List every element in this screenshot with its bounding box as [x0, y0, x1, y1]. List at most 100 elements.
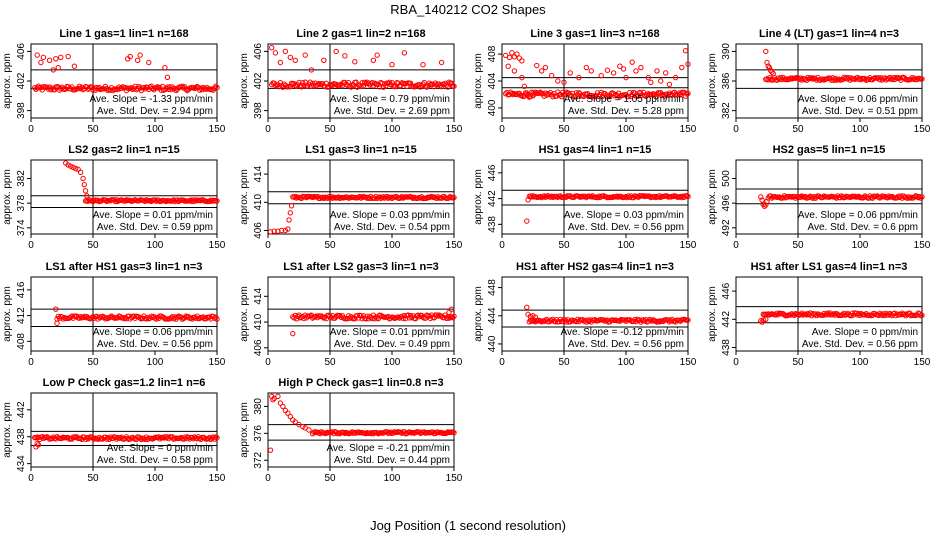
data-point	[641, 318, 648, 324]
panel-title: HS1 after HS2 gas=4 lin=1 n=3	[516, 261, 674, 273]
x-tick-label: 0	[499, 124, 505, 135]
data-point	[285, 226, 291, 232]
data-point	[388, 315, 394, 321]
data-point	[60, 316, 66, 322]
data-point	[416, 314, 422, 320]
data-point	[34, 52, 40, 58]
data-point	[34, 440, 40, 447]
data-point	[72, 165, 79, 172]
panel-4: Line 4 (LT) gas=1 lin=4 n=3 approx. ppm 0 5…	[707, 28, 931, 135]
data-point	[35, 442, 42, 448]
stats-annotation: Ave. Std. Dev. = 0.51 ppm	[802, 106, 918, 117]
y-axis-label: approx. ppm	[2, 53, 13, 109]
x-tick-label: 50	[558, 357, 570, 368]
data-point	[90, 314, 96, 320]
data-point	[189, 434, 195, 441]
data-point	[638, 64, 644, 71]
data-point	[450, 315, 456, 321]
data-point	[629, 59, 635, 65]
data-point	[834, 311, 841, 318]
y-tick-label: 438	[721, 339, 732, 356]
x-tick-label: 100	[384, 124, 401, 135]
x-tick-label: 150	[914, 124, 931, 135]
data-point	[46, 57, 53, 63]
plot-frame	[501, 159, 689, 235]
x-tick-label: 0	[28, 357, 34, 368]
data-point	[369, 430, 375, 436]
data-point	[340, 429, 347, 436]
data-point	[524, 90, 530, 96]
y-tick-label: 402	[253, 72, 264, 89]
y-tick-label: 406	[253, 339, 264, 356]
data-point	[58, 54, 64, 61]
data-point	[277, 400, 284, 406]
data-point	[764, 198, 770, 205]
data-point	[77, 314, 84, 320]
data-point	[808, 75, 815, 81]
data-point	[386, 430, 393, 436]
data-point	[287, 54, 294, 61]
panel-2: Line 2 gas=1 lin=2 n=168 approx. ppm 0 50 10…	[239, 28, 463, 135]
data-point	[563, 89, 570, 95]
data-point	[529, 194, 535, 200]
data-point	[791, 193, 797, 200]
panel-title: Line 3 gas=1 lin=3 n=168	[530, 28, 659, 40]
stats-annotation: Ave. Std. Dev. = 0.6 ppm	[807, 222, 918, 233]
stats-annotation: Ave. Slope = 0.79 ppm/min	[330, 94, 450, 105]
y-tick-label: 500	[721, 170, 732, 187]
y-axis-label: approx. ppm	[707, 286, 718, 342]
data-point	[612, 93, 618, 99]
x-tick-label: 50	[792, 357, 804, 368]
data-point	[86, 435, 92, 441]
data-point	[90, 435, 96, 441]
x-tick-label: 150	[209, 240, 226, 251]
data-point	[534, 62, 540, 69]
data-point	[421, 429, 427, 435]
data-point	[316, 80, 322, 87]
data-point	[214, 316, 220, 322]
data-point	[405, 312, 411, 318]
data-point	[586, 93, 592, 100]
y-axis-label: approx. ppm	[473, 169, 484, 225]
data-point	[433, 312, 440, 318]
x-tick-label: 100	[852, 240, 869, 251]
data-point	[524, 218, 530, 224]
data-point	[211, 315, 218, 321]
x-tick-label: 150	[209, 124, 226, 135]
data-point	[685, 317, 691, 323]
y-tick-label: 404	[487, 72, 498, 89]
data-point	[831, 311, 837, 317]
data-point	[352, 59, 358, 65]
data-point	[885, 312, 892, 318]
data-point	[763, 316, 769, 322]
data-point	[400, 315, 406, 321]
data-point	[53, 56, 59, 62]
data-point	[644, 92, 650, 98]
data-point	[380, 194, 387, 200]
data-point	[833, 77, 840, 83]
x-tick-label: 50	[324, 124, 336, 135]
data-point	[839, 194, 846, 200]
x-tick-label: 100	[852, 124, 869, 135]
x-tick-label: 0	[28, 473, 34, 484]
y-tick-label: 398	[16, 102, 27, 119]
data-point	[649, 318, 655, 324]
data-point	[550, 93, 556, 100]
data-point	[682, 48, 689, 54]
data-point	[620, 66, 627, 72]
data-point	[287, 210, 294, 216]
data-point	[370, 57, 377, 63]
data-point	[323, 315, 329, 322]
data-point	[141, 85, 147, 91]
x-tick-label: 150	[914, 357, 931, 368]
data-point	[306, 427, 312, 433]
panel-title: HS1 after LS1 gas=4 lin=1 n=3	[751, 261, 908, 273]
y-tick-label: 408	[487, 45, 498, 62]
stats-annotation: Ave. Std. Dev. = 2.69 ppm	[334, 106, 450, 117]
stats-annotation: Ave. Slope = 0 ppm/min	[812, 327, 918, 338]
data-point	[191, 198, 198, 204]
data-point	[843, 74, 850, 81]
data-point	[415, 312, 421, 318]
x-tick-label: 150	[914, 240, 931, 251]
